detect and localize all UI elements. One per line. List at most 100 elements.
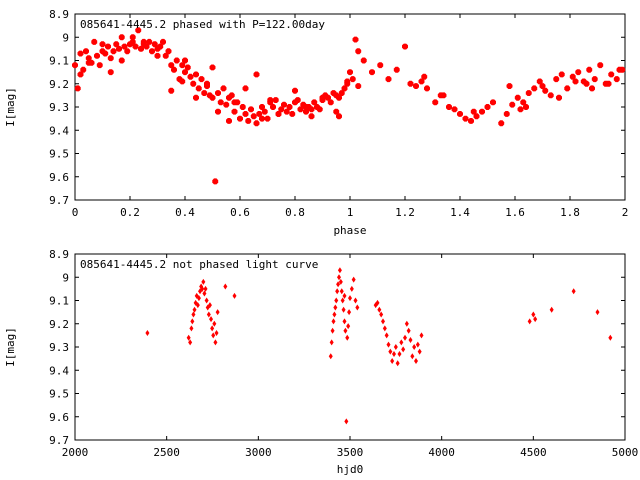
data-point — [226, 118, 232, 124]
y-tick-label: 8.9 — [49, 8, 69, 21]
data-point — [186, 334, 191, 341]
x-tick-label: 3000 — [245, 446, 272, 459]
data-point — [337, 274, 341, 281]
data-point — [173, 57, 180, 64]
y-tick-label: 9.3 — [49, 101, 69, 114]
data-point — [379, 311, 384, 318]
data-point — [330, 327, 335, 334]
data-point — [72, 62, 78, 69]
data-point — [527, 318, 532, 325]
data-point — [140, 38, 147, 45]
data-point — [204, 83, 210, 89]
data-point — [210, 325, 215, 332]
x-tick-label: 0.6 — [230, 206, 250, 219]
data-point — [542, 87, 549, 94]
data-point — [386, 341, 391, 348]
data-point — [179, 62, 186, 69]
data-point — [94, 52, 100, 59]
data-point — [182, 57, 188, 64]
data-point — [556, 94, 562, 101]
data-point — [113, 41, 120, 48]
data-point — [353, 297, 358, 304]
data-point — [345, 334, 350, 341]
data-point — [484, 104, 491, 110]
data-point — [334, 297, 339, 304]
y-tick-label: 9.5 — [49, 388, 69, 401]
data-point — [333, 108, 340, 115]
data-point — [424, 85, 430, 92]
data-point — [250, 113, 257, 120]
data-point — [242, 85, 249, 92]
data-point — [267, 97, 274, 103]
y-tick-label: 8.9 — [49, 248, 69, 261]
data-point — [107, 55, 114, 62]
data-point — [319, 94, 326, 101]
data-point — [204, 297, 209, 304]
data-point — [572, 78, 579, 85]
data-point — [231, 108, 238, 115]
y-tick-label: 9.2 — [49, 78, 69, 91]
data-point — [406, 327, 411, 334]
data-point — [129, 38, 136, 45]
y-tick-label: 9.1 — [49, 55, 69, 68]
data-point — [308, 106, 315, 113]
data-point — [329, 339, 334, 346]
data-point — [196, 295, 201, 302]
x-tick-label: 1.8 — [560, 206, 580, 219]
data-point — [261, 108, 268, 115]
data-point — [437, 92, 444, 99]
data-point — [608, 334, 613, 341]
data-point — [352, 36, 359, 43]
data-point — [190, 80, 197, 87]
data-point — [523, 104, 529, 110]
data-point — [571, 288, 576, 295]
data-point — [145, 330, 150, 337]
data-point — [498, 120, 505, 127]
data-point — [162, 52, 169, 59]
data-point — [215, 90, 221, 96]
y-tick-label: 9 — [62, 31, 69, 44]
data-point — [215, 108, 221, 115]
data-point — [102, 50, 109, 57]
data-point — [129, 34, 136, 41]
data-point — [591, 76, 598, 83]
data-point — [355, 304, 360, 311]
data-point — [135, 27, 142, 34]
y-tick-label: 9.1 — [49, 295, 69, 308]
phased-light-curve-panel: 0 0.2 0.4 0.6 0.8 1 1.2 1.4 1.6 1.8 2 8.9 9 9.1 9.2 9.… — [4, 8, 628, 237]
data-point — [213, 339, 218, 346]
data-point — [149, 48, 155, 55]
data-point — [597, 62, 604, 69]
data-point — [393, 66, 400, 73]
y-axis-label: I[mag] — [4, 87, 17, 127]
data-point — [232, 292, 237, 299]
data-point — [347, 69, 353, 76]
data-point — [286, 104, 293, 110]
x-tick-label: 1.4 — [450, 206, 470, 219]
data-point — [74, 85, 81, 92]
data-point — [80, 66, 87, 73]
data-point — [336, 113, 342, 120]
data-point — [613, 76, 620, 83]
data-point — [77, 50, 84, 57]
data-point — [151, 41, 158, 48]
data-point — [146, 38, 153, 45]
y-tick-label: 9.2 — [49, 318, 69, 331]
data-point — [308, 113, 315, 120]
data-point — [393, 344, 398, 350]
data-point — [85, 55, 92, 62]
data-point — [333, 304, 338, 311]
data-point — [171, 66, 177, 73]
data-point — [332, 311, 337, 318]
data-point — [539, 83, 546, 89]
data-point — [193, 94, 199, 101]
data-point — [457, 111, 463, 117]
data-point — [138, 45, 144, 52]
data-point — [616, 66, 623, 73]
data-point — [344, 78, 351, 85]
x-axis-ticks: 0 0.2 0.4 0.6 0.8 1 1.2 1.4 1.6 1.8 2 — [72, 14, 628, 219]
data-point — [347, 309, 352, 316]
data-point — [399, 339, 404, 346]
data-point — [355, 48, 362, 55]
